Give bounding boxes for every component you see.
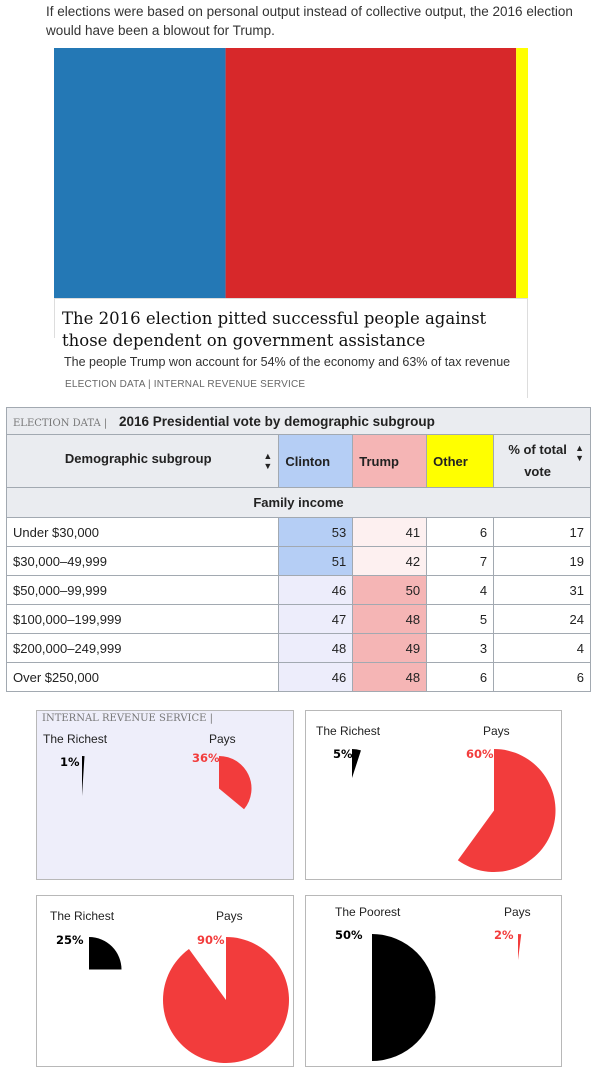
pie-source-tag: INTERNAL REVENUE SERVICE | — [42, 713, 213, 724]
cell-clinton: 51 — [278, 546, 354, 576]
cell-pct-total: 6 — [493, 662, 591, 692]
frame-divider — [527, 298, 528, 398]
table-row: Under $30,000 53 41 6 17 — [5, 517, 591, 547]
pie-pays-slice — [162, 937, 289, 1063]
column-header-clinton[interactable]: Clinton — [278, 434, 354, 488]
cell-pct-total: 17 — [493, 517, 591, 547]
pie-panel-svg — [89, 937, 289, 1063]
sort-icon[interactable]: ▲ ▼ — [575, 443, 584, 463]
pie-pays-pct-label: 90% — [197, 933, 225, 947]
intro-text: If elections were based on personal outp… — [46, 4, 573, 38]
pie-pays-pct-label: 36% — [192, 751, 220, 765]
bar-segment-1 — [54, 48, 226, 298]
pie-pays-label: Pays — [483, 724, 510, 738]
pie-group-label: The Poorest — [335, 905, 401, 919]
column-header-pct-total[interactable]: ▲ ▼ % of total vote — [493, 434, 591, 488]
pie-panel-svg — [372, 934, 522, 1061]
pie-group-pct-label: 25% — [56, 933, 84, 947]
pie-group-pct-label: 5% — [333, 747, 353, 761]
pie-group-pct-label: 50% — [335, 928, 363, 942]
cell-other: 4 — [426, 575, 495, 605]
table-row: $100,000–199,999 47 48 5 24 — [5, 604, 591, 634]
cell-clinton: 46 — [278, 575, 354, 605]
pie-pays-label: Pays — [504, 905, 531, 919]
pie-group-slice — [352, 749, 361, 778]
vote-table: ELECTION DATA | 2016 Presidential vote b… — [5, 407, 591, 692]
cell-subgroup: $50,000–99,999 — [5, 575, 280, 605]
column-header-other[interactable]: Other — [426, 434, 495, 488]
cell-other: 3 — [426, 633, 495, 663]
cell-subgroup: $30,000–49,999 — [5, 546, 280, 576]
pie-panel: INTERNAL REVENUE SERVICE | The Richest P… — [36, 710, 294, 880]
cell-subgroup: $200,000–249,999 — [5, 633, 280, 663]
pie-pays-slice — [457, 749, 556, 872]
pie-panel: The Poorest Pays 50% 2% — [305, 895, 562, 1067]
cell-clinton: 47 — [278, 604, 354, 634]
chart-source: ELECTION DATA | INTERNAL REVENUE SERVICE — [65, 379, 306, 390]
column-header-subgroup[interactable]: Demographic subgroup ▲ ▼ — [5, 434, 280, 488]
cell-pct-total: 4 — [493, 633, 591, 663]
cell-trump: 49 — [352, 633, 428, 663]
column-header-label: Demographic subgroup — [64, 451, 212, 466]
cell-trump: 42 — [352, 546, 428, 576]
table-row: $30,000–49,999 51 42 7 19 — [5, 546, 591, 576]
pie-pays-pct-label: 60% — [466, 747, 494, 761]
pie-group-slice — [89, 937, 122, 970]
pie-panel-svg — [82, 756, 252, 810]
cell-pct-total: 31 — [493, 575, 591, 605]
pie-group-pct-label: 1% — [60, 755, 80, 769]
cell-trump: 48 — [352, 604, 428, 634]
table-body: Under $30,000 53 41 6 17 $30,000–49,999 51 42 7 1… — [5, 517, 591, 692]
cell-subgroup: Over $250,000 — [5, 662, 280, 692]
cell-clinton: 48 — [278, 633, 354, 663]
cell-clinton: 46 — [278, 662, 354, 692]
table-caption: ELECTION DATA | 2016 Presidential vote b… — [6, 407, 591, 435]
cell-pct-total: 19 — [493, 546, 591, 576]
pie-panel-svg — [352, 749, 556, 872]
cell-pct-total: 24 — [493, 604, 591, 634]
sort-icon[interactable]: ▲ ▼ — [263, 451, 273, 471]
cell-trump: 41 — [352, 517, 428, 547]
table-source-tag: ELECTION DATA | — [13, 417, 108, 429]
pie-group-slice — [372, 934, 436, 1061]
cell-other: 5 — [426, 604, 495, 634]
pie-pays-slice — [219, 756, 252, 810]
pie-pays-pct-label: 2% — [494, 928, 514, 942]
stacked-share-bar — [54, 48, 528, 298]
frame-divider — [54, 298, 528, 299]
cell-other: 6 — [426, 517, 495, 547]
bar-segment-2 — [225, 48, 517, 298]
cell-subgroup: $100,000–199,999 — [5, 604, 280, 634]
chart-subtitle: The people Trump won account for 54% of … — [64, 355, 511, 369]
table-section-row: Family income — [6, 487, 591, 518]
cell-trump: 50 — [352, 575, 428, 605]
table-section-label: Family income — [6, 487, 591, 518]
pie-pays-label: Pays — [216, 909, 243, 923]
cell-clinton: 53 — [278, 517, 354, 547]
chart-title: The 2016 election pitted successful peop… — [62, 309, 487, 350]
cell-other: 6 — [426, 662, 495, 692]
table-caption-row: ELECTION DATA | 2016 Presidential vote b… — [6, 407, 591, 435]
cell-trump: 48 — [352, 662, 428, 692]
table-header-row: Demographic subgroup ▲ ▼ Clinton Trump Ot… — [5, 434, 591, 488]
table-row: $200,000–249,999 48 49 3 4 — [5, 633, 591, 663]
pie-group-label: The Richest — [43, 732, 108, 746]
table-row: $50,000–99,999 46 50 4 31 — [5, 575, 591, 605]
pie-pays-label: Pays — [209, 732, 236, 746]
pie-panel: The Richest Pays 25% 90% — [36, 895, 294, 1067]
column-header-trump[interactable]: Trump — [352, 434, 428, 488]
bar-segment-3 — [516, 48, 528, 298]
pie-group-label: The Richest — [50, 909, 115, 923]
column-header-label: % of total vote — [508, 442, 567, 479]
pie-panel: The Richest Pays 5% 60% — [305, 710, 562, 880]
pie-group-label: The Richest — [316, 724, 381, 738]
stacked-share-bar-svg — [54, 48, 528, 298]
table-row: Over $250,000 46 48 6 6 — [5, 662, 591, 692]
pie-group-slice — [82, 756, 85, 796]
cell-subgroup: Under $30,000 — [5, 517, 280, 547]
cell-other: 7 — [426, 546, 495, 576]
pie-pays-slice — [518, 934, 522, 960]
table-title: 2016 Presidential vote by demographic su… — [119, 413, 435, 429]
frame-divider — [54, 298, 55, 338]
